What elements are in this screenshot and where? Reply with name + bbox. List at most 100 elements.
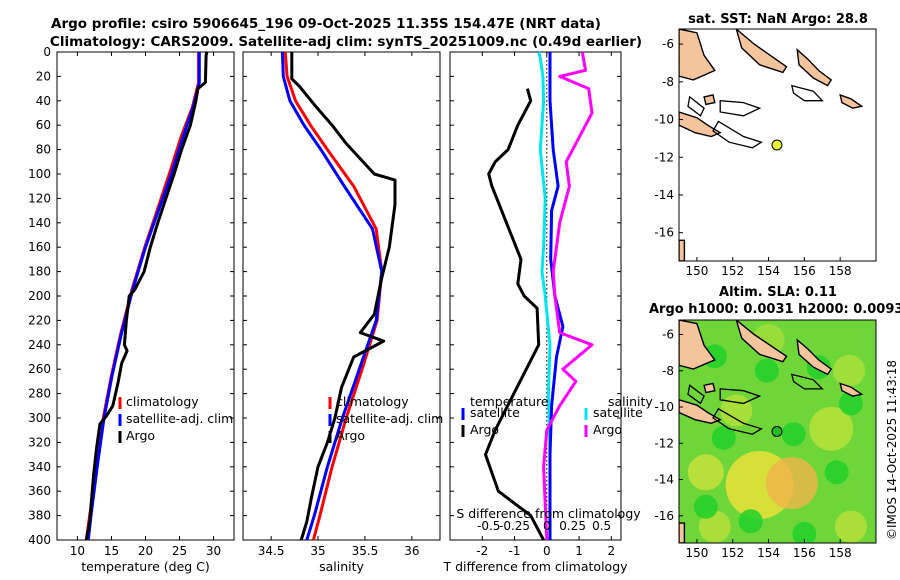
x-tick-label: 10 — [70, 544, 85, 558]
x-tick-label: 152 — [721, 264, 744, 278]
plot-area — [449, 51, 622, 541]
s-axis-label: S difference from climatology — [456, 506, 641, 521]
reef-outline — [687, 384, 705, 405]
map-content — [679, 320, 876, 543]
y-tick-label: 380 — [28, 509, 51, 523]
sla-low-blob — [781, 422, 806, 447]
y-tick-label: 180 — [28, 265, 51, 279]
y-tick-label: -16 — [654, 509, 674, 523]
sla-blob — [687, 454, 724, 491]
x-tick-label: 15 — [104, 544, 119, 558]
x-tick-label: 20 — [138, 544, 153, 558]
sla-title-line2: Argo h1000: 0.0031 h2000: 0.0093 — [649, 302, 900, 317]
s-tick-label: 0 — [543, 519, 551, 533]
y-tick-label: -10 — [654, 113, 674, 127]
argo-position-marker — [771, 426, 783, 437]
argo-position-marker — [771, 139, 783, 151]
x-tick-label: 34.5 — [258, 544, 285, 558]
y-tick-label: 220 — [28, 313, 51, 327]
land-polygon — [839, 93, 864, 109]
map-frame — [678, 28, 877, 262]
reef-outline — [687, 95, 705, 117]
y-tick-label: 0 — [43, 45, 51, 59]
sla-low-blob — [738, 509, 763, 534]
x-tick-label: 158 — [829, 546, 852, 560]
x-tick-label: -2 — [476, 544, 488, 558]
y-tick-label: 160 — [28, 240, 51, 254]
y-tick-label: 20 — [36, 69, 51, 83]
legend-label: climatology — [336, 394, 409, 409]
figure-title-line2: Climatology: CARS2009. Satellite-adj cli… — [50, 34, 642, 50]
sla-low-blob — [711, 425, 736, 450]
x-tick-label: 154 — [757, 546, 780, 560]
legend-title-salinity: salinity — [608, 394, 653, 409]
y-tick-label: -14 — [654, 473, 674, 487]
x-tick-label: 154 — [757, 264, 780, 278]
salinity-chart: 34.5 35 35.5 36 salinity climatology satellite… — [242, 51, 443, 574]
sla-map: 150 152 154 156 158 -6 -8 -10 -12 -14 -16 Altim. SL… — [649, 285, 900, 560]
series-line-argo — [290, 52, 397, 541]
x-tick-label: 2 — [608, 544, 616, 558]
x-tick-label: 156 — [793, 264, 816, 278]
x-tick-label: 150 — [685, 546, 708, 560]
x-axis-label: temperature (deg C) — [81, 559, 210, 574]
sla-low-blob — [792, 521, 817, 543]
reef-outline — [790, 84, 824, 102]
y-tick-label: -14 — [654, 188, 674, 202]
y-tick-label: 140 — [28, 216, 51, 230]
land-polygon — [735, 29, 788, 74]
series-line-satellite-adj.-clim — [86, 52, 201, 541]
land-polygon — [679, 522, 686, 543]
y-tick-label: -8 — [662, 364, 674, 378]
x-tick-label: 1 — [575, 544, 583, 558]
legend-label: satellite — [470, 405, 520, 420]
y-tick-label: 200 — [28, 289, 51, 303]
map-content — [679, 29, 876, 261]
series-line-climatology — [283, 51, 384, 541]
x-tick-label: 152 — [721, 546, 744, 560]
series-line-t-argo — [484, 88, 545, 541]
y-tick-label: 260 — [28, 362, 51, 376]
legend-label: satellite-adj. clim — [126, 411, 233, 426]
series-line-satellite-adj.-clim — [280, 51, 384, 541]
y-tick-label: 240 — [28, 338, 51, 352]
sla-title-line1: Altim. SLA: 0.11 — [719, 285, 837, 300]
x-tick-label: 30 — [206, 544, 221, 558]
y-tick-label: -12 — [654, 436, 674, 450]
land-polygon — [839, 382, 864, 397]
s-tick-label: 0.25 — [559, 519, 586, 533]
sla-low-blob — [693, 494, 718, 519]
y-tick-label: 320 — [28, 435, 51, 449]
y-tick-label: -12 — [654, 150, 674, 164]
temperature-chart: 10 15 20 25 30020406080100120140160180200220… — [28, 45, 235, 574]
land-polygon — [703, 382, 716, 394]
s-tick-label: -0.25 — [499, 519, 530, 533]
y-tick-label: 120 — [28, 191, 51, 205]
land-polygon — [679, 399, 722, 425]
sla-low-blob — [754, 358, 779, 383]
y-tick-label: 40 — [36, 94, 51, 108]
x-tick-label: 35 — [310, 544, 325, 558]
land-polygon — [796, 338, 833, 376]
sla-low-blob — [838, 391, 863, 416]
x-tick-label: 150 — [685, 264, 708, 278]
y-tick-label: 100 — [28, 167, 51, 181]
legend-title-temperature: temperature — [470, 394, 549, 409]
y-tick-label: 340 — [28, 460, 51, 474]
sla-blob — [720, 394, 753, 427]
plot-area — [56, 51, 235, 541]
y-tick-label: 360 — [28, 484, 51, 498]
legend-label: satellite-adj. clim — [336, 411, 443, 426]
x-axis-label: salinity — [319, 559, 364, 574]
land-polygon — [735, 320, 788, 363]
y-tick-label: 300 — [28, 411, 51, 425]
sla-blob — [765, 457, 818, 510]
series-line-argo — [84, 51, 209, 541]
sla-blob — [834, 510, 867, 543]
x-tick-label: 25 — [172, 544, 187, 558]
x-tick-label: -1 — [509, 544, 521, 558]
figure-title-line1: Argo profile: csiro 5906645_196 09-Oct-2… — [51, 16, 601, 32]
y-tick-label: 400 — [28, 533, 51, 547]
reef-outline — [712, 120, 763, 149]
